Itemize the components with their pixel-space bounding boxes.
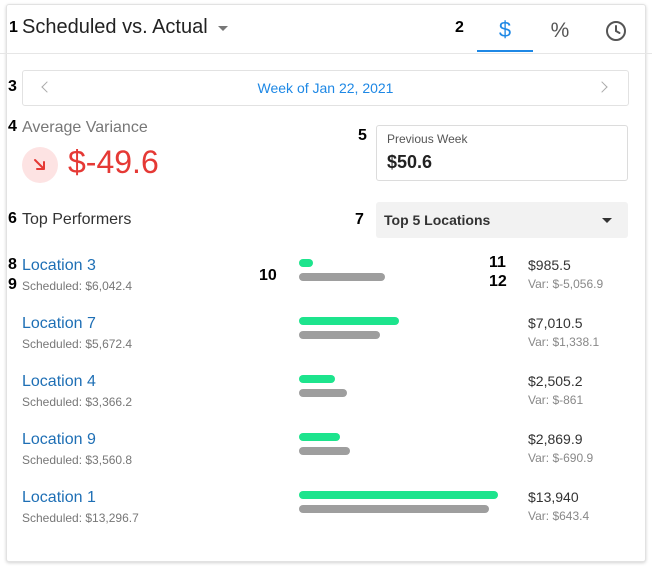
marker-7: 7 [355,211,364,228]
actual-bar [299,317,399,325]
marker-6: 6 [8,210,17,227]
caret-down-icon [602,218,612,223]
scheduled-bar [299,447,350,455]
location-variance: Var: $1,338.1 [528,335,600,349]
location-row: Location 4 Scheduled: $3,366.2 $2,505.2 … [0,373,652,431]
location-actual: $2,505.2 [528,373,583,389]
clock-icon [606,21,626,41]
title-dropdown[interactable]: Scheduled vs. Actual [22,16,228,39]
location-actual: $7,010.5 [528,315,583,331]
top-performers-label: Top Performers [22,211,132,228]
card [6,4,646,562]
marker-12: 12 [489,273,507,290]
marker-1: 1 [9,19,18,36]
location-variance: Var: $-690.9 [528,451,594,465]
marker-10: 10 [259,267,277,284]
location-scheduled: Scheduled: $5,672.4 [22,337,133,351]
marker-2: 2 [455,19,464,36]
actual-bar [299,259,313,267]
locations-select[interactable]: Top 5 Locations [376,202,628,238]
location-name[interactable]: Location 9 [22,431,96,448]
location-scheduled: Scheduled: $3,560.8 [22,453,133,467]
week-label[interactable]: Week of Jan 22, 2021 [257,80,394,96]
location-scheduled: Scheduled: $3,366.2 [22,395,133,409]
locations-select-value: Top 5 Locations [384,212,491,228]
page-title: Scheduled vs. Actual [22,16,208,38]
percent-icon: % [550,19,570,42]
location-scheduled: Scheduled: $6,042.4 [22,279,133,293]
marker-5: 5 [358,127,367,144]
marker-9: 9 [8,276,17,293]
actual-bar [299,433,340,441]
scheduled-bar [299,389,347,397]
previous-week-value: $50.6 [387,152,433,172]
location-name[interactable]: Location 4 [22,373,96,390]
location-variance: Var: $-5,056.9 [528,277,604,291]
marker-4: 4 [8,118,17,135]
location-actual: $985.5 [528,257,571,273]
scheduled-bar [299,273,385,281]
scheduled-bar [299,505,489,513]
previous-week-box: Previous Week $50.6 [376,125,628,181]
location-scheduled: Scheduled: $13,296.7 [22,511,139,525]
dollar-icon: $ [498,17,512,42]
trend-down-icon [34,159,45,170]
caret-down-icon [217,26,228,31]
marker-11: 11 [489,254,506,271]
location-variance: Var: $643.4 [528,509,590,523]
location-name[interactable]: Location 3 [22,257,96,274]
week-navigator: Week of Jan 22, 2021 [22,70,629,106]
trend-badge [22,147,58,183]
previous-week-label: Previous Week [387,132,468,146]
location-actual: $13,940 [528,489,579,505]
location-row: Location 3 Scheduled: $6,042.4 $985.5 Va… [0,257,652,315]
tab-dollar[interactable]: $ [477,10,533,52]
marker-3: 3 [8,78,17,95]
location-row: Location 9 Scheduled: $3,560.8 $2,869.9 … [0,431,652,489]
actual-bar [299,375,335,383]
average-variance-value: $-49.6 [68,144,159,180]
tab-time[interactable] [588,10,644,52]
location-actual: $2,869.9 [528,431,583,447]
location-variance: Var: $-861 [528,393,584,407]
marker-8: 8 [8,256,17,273]
location-row: Location 1 Scheduled: $13,296.7 $13,940 … [0,489,652,547]
tab-percent[interactable]: % [532,10,588,52]
location-name[interactable]: Location 7 [22,315,96,332]
average-variance-label: Average Variance [22,119,148,136]
location-row: Location 7 Scheduled: $5,672.4 $7,010.5 … [0,315,652,373]
scheduled-bar [299,331,380,339]
location-name[interactable]: Location 1 [22,489,96,506]
actual-bar [299,491,498,499]
header: Scheduled vs. Actual $ % [0,0,652,54]
